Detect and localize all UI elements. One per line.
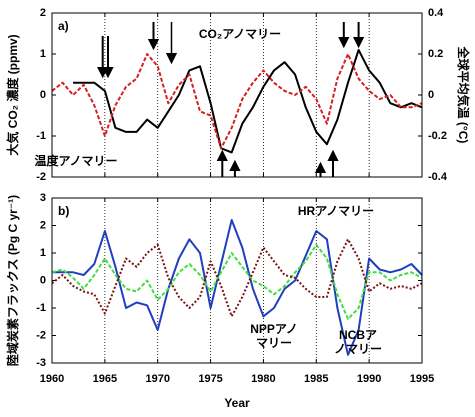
series-line	[52, 219, 423, 356]
x-tick-label: 1975	[198, 373, 222, 385]
y2-axis-label: 全球平均気温 (°C)	[456, 46, 471, 144]
y2-tick-label: 0.4	[428, 7, 444, 19]
y2-tick-label: -0.2	[428, 130, 447, 142]
plot-frame	[51, 12, 423, 178]
y-tick-label: 3	[40, 192, 46, 204]
x-tick-label: 1990	[357, 373, 381, 385]
x-tick-label: 1970	[145, 373, 169, 385]
panel-label: b)	[58, 204, 69, 218]
y-axis-label: 陸域炭素フラックス (Pg C yr⁻¹)	[5, 195, 20, 366]
annotation: 温度アノマリー	[35, 153, 118, 168]
annotation: マリー	[256, 336, 292, 350]
annotation: ノマリー	[334, 342, 382, 356]
y-tick-label: 1	[40, 48, 46, 60]
plot-frame	[51, 197, 423, 364]
y-tick-label: -2	[36, 329, 46, 341]
series-line	[51, 243, 423, 320]
y-tick-label: 0	[40, 274, 46, 286]
y-tick-label: -1	[36, 130, 46, 142]
arrows	[97, 22, 365, 177]
y2-tick-label: -0.4	[428, 171, 448, 183]
y-tick-label: 1	[40, 247, 46, 259]
y-tick-label: 2	[40, 219, 46, 231]
annotation: HRアノマリー	[298, 204, 374, 218]
panel-label: a)	[58, 19, 69, 33]
x-tick-label: 1995	[410, 373, 434, 385]
x-tick-label: 1980	[251, 373, 275, 385]
series-line	[51, 238, 423, 318]
y-tick-label: -2	[36, 171, 46, 183]
x-tick-label: 1960	[40, 373, 64, 385]
y-tick-label: -1	[36, 302, 46, 314]
annotation: NPPアノ	[250, 322, 298, 336]
y-tick-label: -3	[36, 357, 46, 369]
x-tick-label: 1985	[304, 373, 328, 385]
y-tick-label: 0	[40, 89, 46, 101]
annotation: NCBア	[339, 328, 377, 342]
y-axis-label: 大気 CO₂ 濃度 (ppmv)	[5, 34, 20, 155]
annotation: CO₂アノマリー	[199, 27, 281, 41]
y2-tick-label: 0.2	[428, 48, 443, 60]
series-line	[73, 48, 423, 154]
y2-tick-label: 0	[428, 89, 434, 101]
x-tick-label: 1965	[93, 373, 117, 385]
x-axis-label: Year	[224, 396, 250, 410]
y-tick-label: 2	[40, 7, 46, 19]
series-line	[51, 53, 423, 150]
